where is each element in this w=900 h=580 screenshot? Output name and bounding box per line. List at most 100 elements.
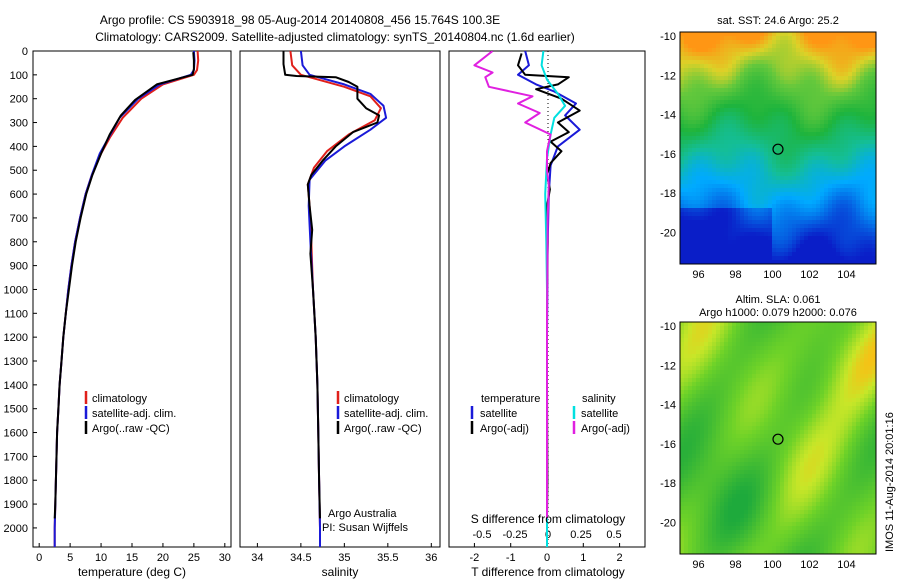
map-cell xyxy=(836,60,841,65)
map-cell xyxy=(768,354,773,359)
map-cell xyxy=(800,442,805,447)
map-y-tick-label: -10 xyxy=(660,31,676,43)
map-cell xyxy=(828,438,833,443)
map-cell xyxy=(760,100,765,105)
map-cell xyxy=(868,418,873,423)
map-cell xyxy=(744,240,749,245)
map-cell xyxy=(708,358,713,363)
map-cell xyxy=(840,64,845,69)
map-cell xyxy=(736,188,741,193)
map-cell xyxy=(736,144,741,149)
map-cell xyxy=(724,80,729,85)
map-cell xyxy=(804,470,809,475)
map-cell xyxy=(740,442,745,447)
map-cell xyxy=(840,208,845,213)
map-cell xyxy=(736,68,741,73)
map-cell xyxy=(696,350,701,355)
map-cell xyxy=(744,164,749,169)
map-cell xyxy=(816,164,821,169)
map-cell xyxy=(744,252,749,257)
map-cell xyxy=(700,322,705,327)
map-cell xyxy=(752,418,757,423)
map-cell xyxy=(704,346,709,351)
map-cell xyxy=(756,398,761,403)
map-cell xyxy=(768,256,773,261)
map-cell xyxy=(760,124,765,129)
map-cell xyxy=(704,354,709,359)
map-cell xyxy=(776,200,781,205)
map-cell xyxy=(728,96,733,101)
map-cell xyxy=(868,232,873,237)
map-cell xyxy=(692,382,697,387)
map-cell xyxy=(764,124,769,129)
map-cell xyxy=(688,414,693,419)
map-cell xyxy=(772,438,777,443)
map-cell xyxy=(792,228,797,233)
map-cell xyxy=(852,414,857,419)
map-cell xyxy=(784,200,789,205)
map-cell xyxy=(708,164,713,169)
map-cell xyxy=(800,44,805,49)
map-cell xyxy=(784,426,789,431)
map-cell xyxy=(716,208,721,213)
map-cell xyxy=(684,172,689,177)
map-cell xyxy=(780,442,785,447)
map-cell xyxy=(796,442,801,447)
map-cell xyxy=(792,374,797,379)
map-cell xyxy=(852,354,857,359)
map-cell xyxy=(780,168,785,173)
map-cell xyxy=(704,232,709,237)
map-cell xyxy=(684,358,689,363)
map-cell xyxy=(776,160,781,165)
map-cell xyxy=(724,470,729,475)
map-cell xyxy=(776,92,781,97)
map-cell xyxy=(772,252,777,257)
map-cell xyxy=(752,410,757,415)
x-tick-label: 15 xyxy=(126,552,138,564)
map-cell xyxy=(852,160,857,165)
map-cell xyxy=(788,410,793,415)
map-cell xyxy=(816,96,821,101)
map-cell xyxy=(752,160,757,165)
map-cell xyxy=(752,52,757,57)
map-cell xyxy=(712,350,717,355)
map-cell xyxy=(852,184,857,189)
map-cell xyxy=(716,92,721,97)
map-cell xyxy=(712,378,717,383)
map-cell xyxy=(752,378,757,383)
map-cell xyxy=(824,326,829,331)
map-cell xyxy=(832,434,837,439)
map-cell xyxy=(816,462,821,467)
map-cell xyxy=(684,374,689,379)
map-cell xyxy=(864,40,869,45)
map-cell xyxy=(776,248,781,253)
map-cell xyxy=(860,248,865,253)
map-cell xyxy=(716,338,721,343)
map-cell xyxy=(680,342,685,347)
map-cell xyxy=(728,184,733,189)
map-cell xyxy=(872,152,877,157)
map-cell xyxy=(804,176,809,181)
map-cell xyxy=(704,160,709,165)
map-cell xyxy=(704,124,709,129)
map-cell xyxy=(832,188,837,193)
map-cell xyxy=(740,438,745,443)
map-cell xyxy=(860,244,865,249)
map-cell xyxy=(756,120,761,125)
map-cell xyxy=(732,156,737,161)
map-cell xyxy=(688,394,693,399)
map-cell xyxy=(728,434,733,439)
map-cell xyxy=(780,374,785,379)
map-cell xyxy=(844,200,849,205)
map-cell xyxy=(700,446,705,451)
map-cell xyxy=(840,466,845,471)
y-tick-label: 2000 xyxy=(4,523,28,535)
map-cell xyxy=(724,382,729,387)
map-cell xyxy=(740,402,745,407)
map-cell xyxy=(856,398,861,403)
map-cell xyxy=(740,470,745,475)
map-cell xyxy=(804,180,809,185)
map-cell xyxy=(748,244,753,249)
map-cell xyxy=(772,152,777,157)
map-cell xyxy=(688,120,693,125)
